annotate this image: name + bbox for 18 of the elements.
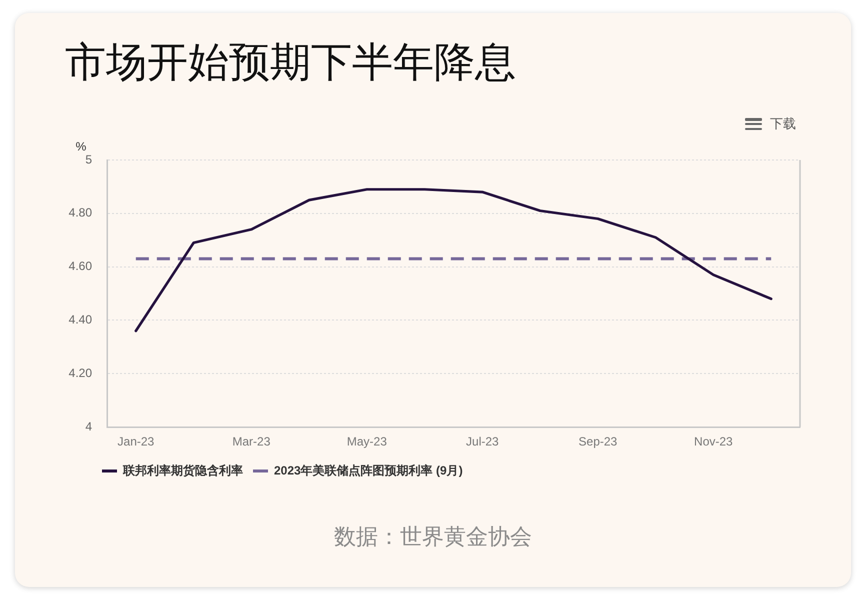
x-tick-label: Jan-23 [118, 434, 155, 449]
chart-title: 市场开始预期下半年降息 [65, 38, 516, 87]
text: 数据：世界黄金协会 [333, 523, 533, 551]
x-tick-label: Mar-23 [232, 434, 271, 449]
y-tick-label: 4.20 [68, 366, 92, 380]
y-axis-title: % [76, 139, 87, 154]
y-tick-label: 5 [85, 152, 92, 166]
x-tick-label: Sep-23 [578, 434, 618, 449]
y-tick-label: 4.60 [68, 259, 92, 274]
y-tick-label: 4.40 [68, 312, 92, 327]
y-tick-label: 4.80 [68, 206, 92, 220]
text: 下载 [770, 115, 796, 133]
x-tick-label: Nov-23 [694, 434, 734, 449]
x-tick-label: Jul-23 [466, 434, 500, 449]
y-tick-label: 4 [85, 419, 92, 434]
legend-label: 联邦利率期货隐含利率 [122, 463, 243, 478]
legend-label: 2023年美联储点阵图预期利率 (9月) [274, 463, 463, 478]
x-tick-label: May-23 [346, 434, 388, 449]
